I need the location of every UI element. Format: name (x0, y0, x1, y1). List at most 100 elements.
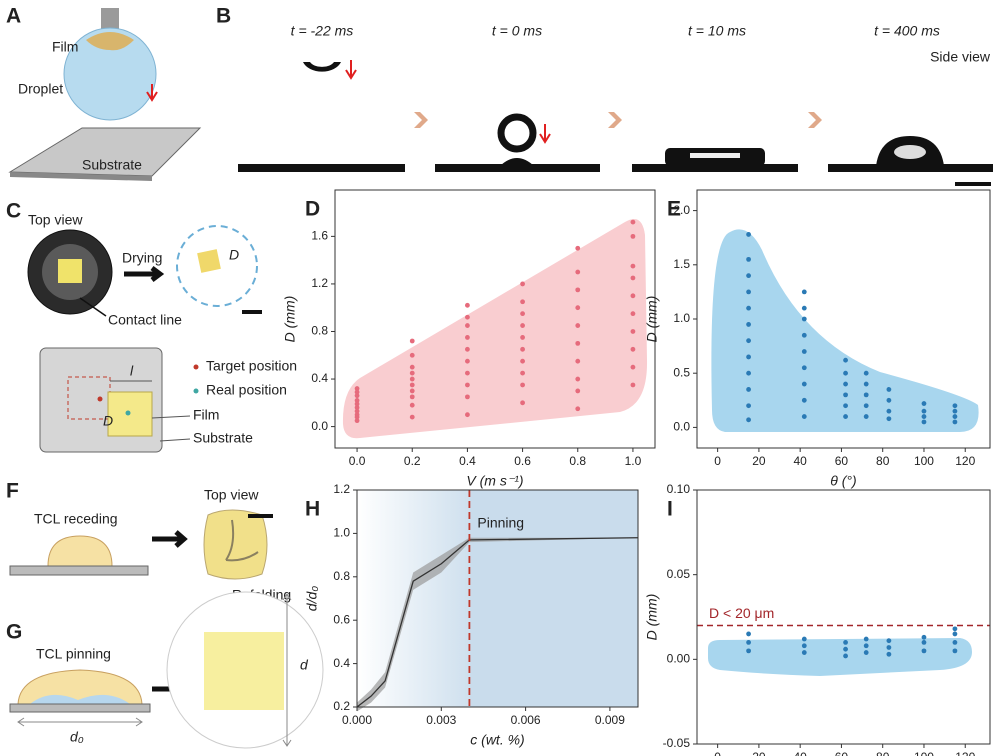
time-label: t = 0 ms (492, 23, 542, 39)
point (921, 401, 927, 406)
y-tick-label: 1.6 (311, 229, 328, 243)
legend-dot (193, 388, 199, 394)
point (465, 323, 470, 328)
point (465, 335, 470, 340)
point (520, 299, 525, 305)
band (357, 537, 638, 712)
point (921, 640, 927, 645)
film (86, 32, 134, 51)
droplet (63, 27, 157, 121)
point (465, 358, 470, 364)
x-tick-label: 0 (714, 750, 721, 756)
x-tick-label: 40 (793, 454, 807, 468)
point (843, 357, 848, 363)
dimension (282, 593, 292, 747)
point (843, 403, 848, 409)
panel-letter: E (667, 198, 681, 221)
y-tick-label: 2.0 (673, 203, 690, 217)
point (630, 346, 636, 352)
point (886, 397, 892, 403)
point (409, 402, 415, 408)
y-tick-label: 0.05 (667, 567, 691, 581)
legend-label: Target position (206, 358, 297, 374)
fold (225, 519, 259, 562)
point (843, 646, 848, 652)
x-tick-label: 100 (914, 454, 934, 468)
substrate (9, 703, 151, 713)
point (520, 370, 525, 376)
point (630, 311, 636, 317)
y-axis-title: D (mm) (644, 296, 660, 343)
point (520, 346, 525, 352)
point (886, 387, 892, 392)
label: D (103, 413, 113, 429)
dimension (17, 717, 143, 727)
point (354, 401, 360, 407)
x-tick-label: 0.6 (514, 454, 531, 468)
legend-dot (193, 364, 199, 370)
point (952, 626, 958, 632)
x-tick-label: 0.009 (595, 713, 625, 727)
y-tick-label: 0.4 (333, 656, 350, 670)
y-tick-label: 1.2 (333, 482, 350, 496)
point (520, 400, 525, 406)
point (575, 305, 581, 311)
point (409, 394, 415, 400)
point (575, 323, 581, 328)
point (575, 340, 581, 346)
y-tick-label: 1.5 (673, 257, 690, 271)
film (197, 249, 221, 273)
point (801, 289, 807, 295)
x-tick-label: 60 (835, 454, 849, 468)
envelope (708, 638, 972, 676)
y-tick-label: 0.0 (673, 420, 690, 434)
point (409, 364, 415, 370)
film (204, 632, 284, 710)
point (354, 386, 360, 391)
label: Film (193, 407, 219, 423)
point (952, 419, 958, 425)
panel-letter: D (305, 198, 320, 221)
x-tick-label: 0.2 (404, 454, 421, 468)
x-tick-label: 0.000 (342, 713, 372, 727)
point (886, 416, 892, 422)
point (863, 650, 869, 655)
y-tick-label: 0.5 (673, 365, 690, 379)
point (520, 323, 525, 328)
x-tick-label: 0.4 (459, 454, 476, 468)
x-tick-label: 1.0 (625, 454, 642, 468)
point (843, 392, 848, 398)
scale-bar (242, 310, 262, 314)
point (746, 232, 751, 237)
label: d₀ (70, 729, 84, 745)
point (801, 349, 807, 354)
point (921, 414, 927, 419)
point (952, 631, 958, 637)
point (801, 636, 807, 642)
point (465, 382, 470, 388)
label: D (229, 247, 239, 263)
plot-frame (696, 489, 991, 745)
drop (303, 62, 341, 72)
point (746, 640, 751, 645)
panel-f: F TCL receding Top view Refolding (6, 480, 291, 603)
point (354, 389, 360, 395)
point (886, 651, 892, 657)
point (886, 645, 892, 650)
point (746, 648, 751, 654)
panel-b: B t = -22 ms t = 0 ms t = 10 ms t = 400 … (216, 5, 993, 186)
point (630, 219, 636, 225)
point (863, 403, 869, 409)
point (575, 269, 581, 275)
y-tick-label: 0.0 (311, 419, 328, 433)
y-tick-label: 1.2 (311, 276, 328, 290)
y-tick-label: 1.0 (673, 311, 690, 325)
point (801, 365, 807, 371)
point (746, 256, 751, 262)
point (801, 650, 807, 655)
x-axis-title: V (m s⁻¹) (466, 473, 523, 489)
highlight (894, 145, 926, 159)
x-tick-label: 0.003 (426, 713, 456, 727)
target-dot (97, 396, 103, 402)
